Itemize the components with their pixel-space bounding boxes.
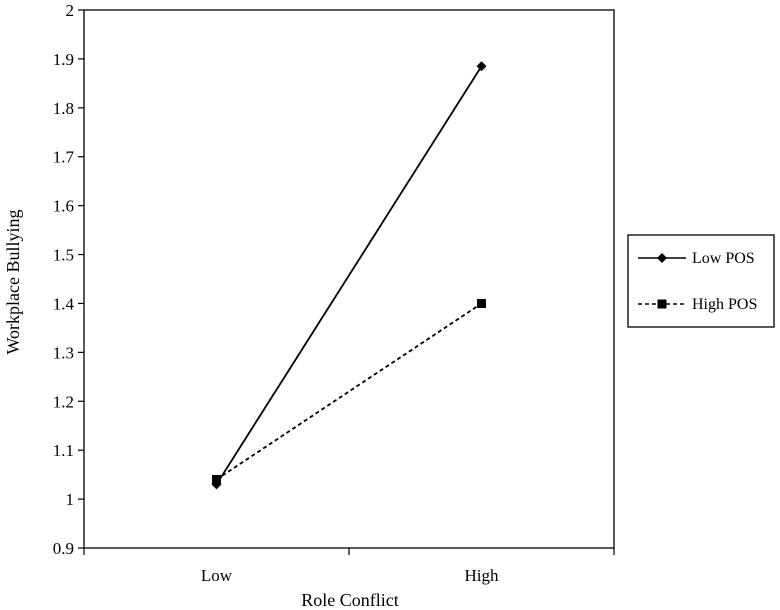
series-layer [211,61,487,490]
legend-square-icon [657,299,667,309]
data-point-square [477,298,486,308]
y-axis-title: Workplace Bullying [3,209,23,354]
y-tick-label: 0.9 [53,539,74,558]
series-line-0 [215,65,483,485]
y-tick-label: 1.5 [53,246,74,265]
legend: Low POS High POS [627,234,775,328]
y-tick-label: 1.7 [53,148,75,167]
y-tick-label: 1.4 [53,294,75,313]
y-tick-label: 2 [66,1,75,20]
legend-diamond-icon [657,253,667,263]
y-tick-label: 1.6 [53,197,74,216]
y-tick-label: 1.9 [53,50,74,69]
y-tick-label: 1.8 [53,99,74,118]
legend-label-low-pos: Low POS [692,250,755,267]
y-tick-label: 1.2 [53,392,74,411]
x-axis: Low High [83,548,615,585]
x-axis-title: Role Conflict [301,590,399,610]
data-point-diamond [476,61,487,72]
x-tick-label: High [465,566,500,585]
y-axis: 0.9 1 1.1 1.2 1.3 1.4 1.5 1.6 1.7 1.8 1.9 2 [53,1,84,558]
y-tick-label: 1 [66,490,75,509]
x-tick-label: Low [201,566,233,585]
y-tick-label: 1.3 [53,343,74,362]
legend-label-high-pos: High POS [692,296,757,313]
y-tick-label: 1.1 [53,441,74,460]
series-line-1 [216,302,482,481]
data-point-square [212,475,221,485]
legend-box [627,234,775,328]
plot-area [83,9,615,549]
